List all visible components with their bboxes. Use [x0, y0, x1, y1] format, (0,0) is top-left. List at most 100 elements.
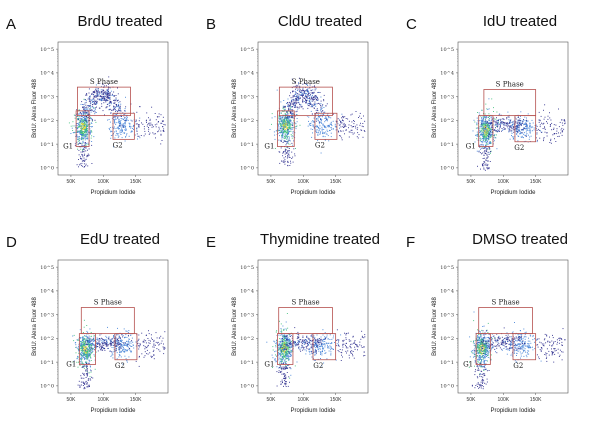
event-point — [501, 130, 502, 132]
event-point — [283, 140, 285, 142]
event-point — [118, 122, 120, 124]
event-point — [303, 101, 305, 102]
event-point — [283, 151, 284, 153]
event-point — [476, 122, 478, 124]
event-point — [95, 351, 97, 353]
event-point — [78, 130, 80, 132]
event-point — [99, 82, 101, 84]
event-point — [288, 151, 290, 153]
event-point — [101, 99, 103, 101]
event-point — [123, 342, 125, 344]
event-point — [119, 343, 121, 345]
event-point — [285, 156, 286, 158]
event-point — [154, 344, 156, 346]
event-point — [78, 137, 80, 139]
event-point — [323, 125, 325, 127]
event-point — [120, 340, 122, 342]
event-point — [82, 150, 84, 152]
event-point — [493, 111, 494, 112]
event-point — [476, 127, 478, 129]
event-point — [490, 117, 492, 118]
event-point — [113, 107, 115, 109]
event-point — [528, 130, 530, 132]
event-point — [82, 352, 83, 354]
event-point — [486, 129, 488, 131]
event-point — [77, 143, 79, 145]
event-point — [163, 353, 165, 355]
event-point — [79, 364, 81, 366]
event-point — [94, 96, 96, 98]
event-point — [107, 345, 109, 347]
event-point — [90, 122, 92, 124]
event-point — [482, 144, 484, 146]
event-point — [485, 132, 487, 134]
event-point — [518, 128, 520, 130]
event-point — [283, 120, 285, 122]
event-point — [139, 137, 141, 139]
event-point — [88, 362, 90, 364]
event-point — [294, 155, 296, 157]
event-point — [81, 126, 83, 128]
event-point — [487, 129, 489, 131]
event-point — [76, 116, 78, 117]
event-point — [296, 114, 298, 115]
event-point — [292, 91, 293, 93]
event-point — [124, 132, 126, 134]
event-point — [487, 122, 488, 124]
event-point — [550, 119, 552, 121]
event-point — [83, 124, 85, 126]
event-point — [519, 133, 521, 135]
event-point — [77, 384, 79, 386]
event-point — [89, 100, 91, 102]
event-point — [89, 376, 91, 378]
event-point — [96, 101, 98, 103]
event-point — [113, 344, 115, 346]
event-point — [339, 124, 341, 126]
event-point — [80, 337, 82, 339]
event-point — [91, 345, 93, 346]
event-point — [289, 111, 291, 113]
event-point — [490, 152, 491, 154]
event-point — [493, 140, 495, 142]
event-point — [91, 141, 93, 142]
event-point — [122, 342, 124, 343]
event-point — [489, 124, 491, 126]
y-tick-label: 10^5 — [240, 46, 254, 53]
event-point — [72, 130, 74, 131]
event-point — [150, 122, 152, 124]
event-point — [88, 131, 90, 133]
event-point — [87, 117, 89, 119]
event-point — [144, 346, 146, 348]
event-point — [284, 107, 286, 109]
event-point — [339, 119, 340, 121]
event-point — [90, 111, 92, 113]
event-point — [121, 123, 123, 125]
event-point — [293, 101, 295, 103]
event-point — [118, 125, 120, 127]
event-point — [287, 155, 288, 157]
event-point — [499, 130, 500, 132]
event-point — [124, 336, 126, 338]
event-point — [485, 121, 487, 123]
event-point — [295, 99, 297, 101]
event-point — [291, 137, 293, 139]
event-point — [348, 124, 350, 126]
event-point — [307, 103, 309, 105]
event-point — [487, 121, 489, 123]
event-point — [361, 125, 363, 127]
event-point — [313, 91, 315, 93]
event-point — [476, 124, 478, 126]
event-point — [76, 124, 78, 126]
event-point — [116, 106, 118, 108]
event-point — [125, 123, 126, 125]
event-point — [280, 124, 282, 126]
event-point — [481, 123, 483, 125]
event-point — [81, 361, 83, 363]
event-point — [80, 360, 82, 362]
event-point — [553, 127, 555, 129]
event-point — [81, 165, 83, 167]
event-point — [531, 130, 533, 132]
event-point — [111, 341, 113, 343]
event-point — [280, 331, 282, 333]
event-point — [136, 133, 138, 135]
